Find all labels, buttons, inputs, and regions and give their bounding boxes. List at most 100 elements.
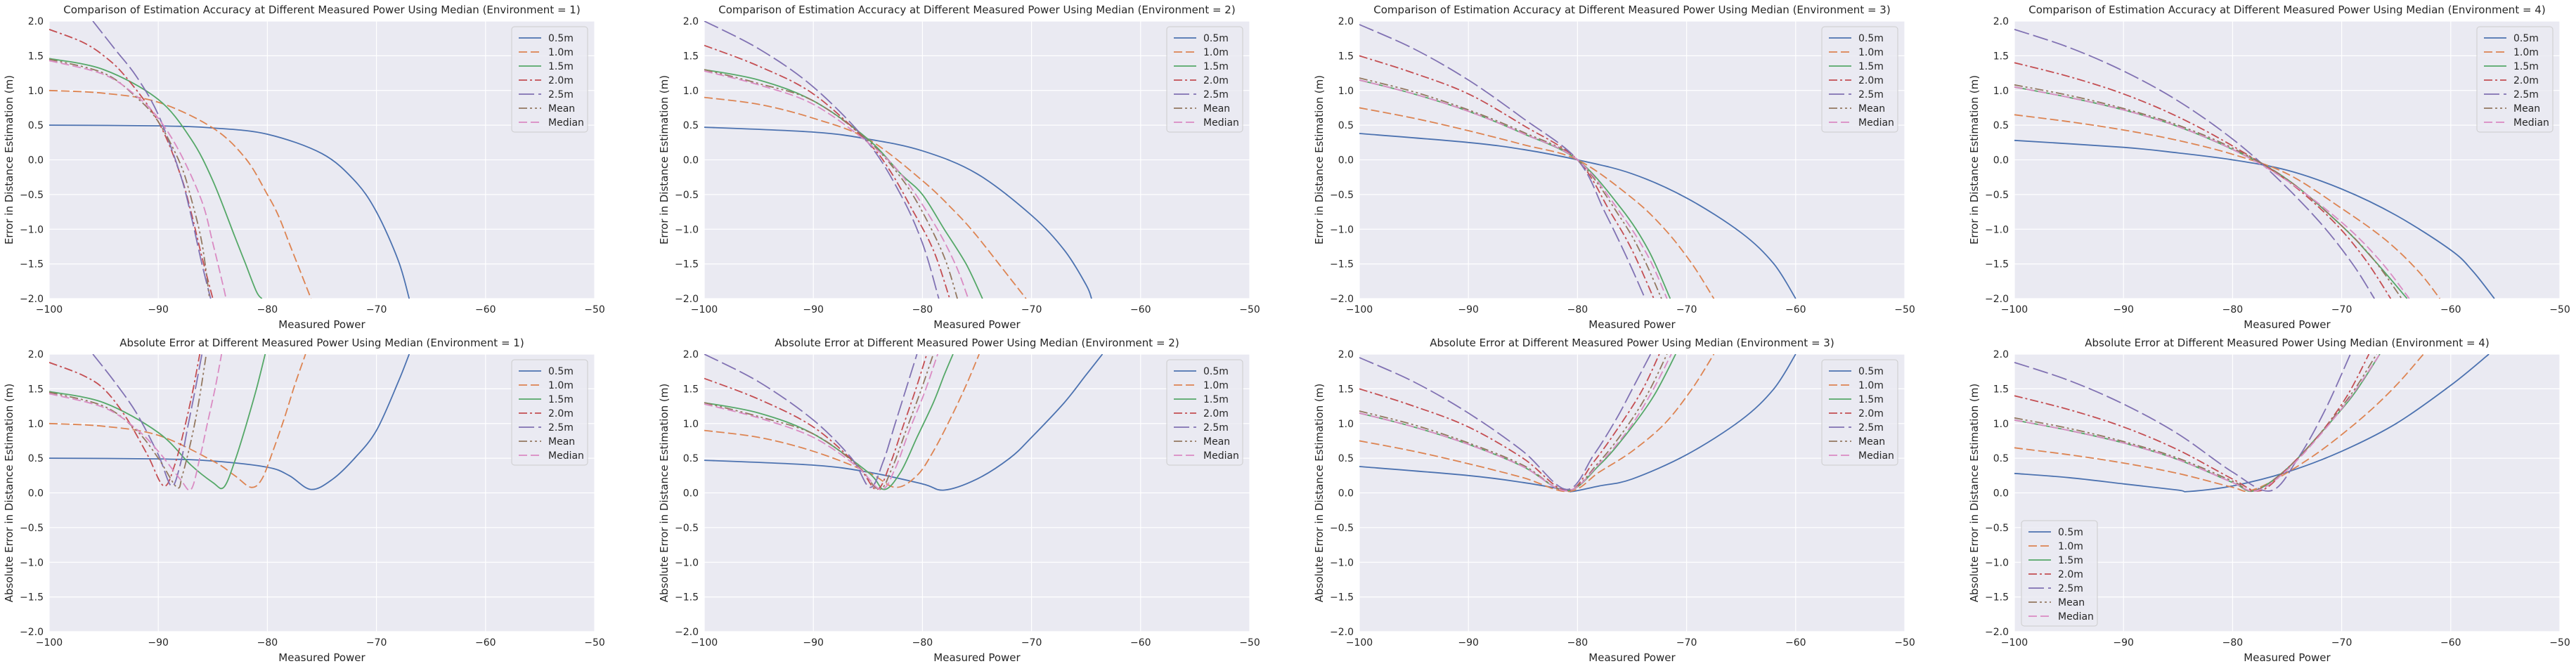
legend-entry: Mean	[1203, 436, 1230, 448]
x-tick-label: −100	[1346, 637, 1373, 649]
legend-entry: 1.0m	[2058, 541, 2083, 552]
legend-entry: 0.5m	[1858, 366, 1884, 377]
y-tick-label: 0.5	[1338, 120, 1354, 131]
legend-entry: Median	[2513, 117, 2549, 129]
y-tick-label: 2.0	[683, 16, 699, 27]
y-tick-label: −1.0	[1985, 557, 2009, 568]
series-line-median	[49, 60, 227, 299]
legend-entry: 2.5m	[2058, 583, 2083, 594]
y-tick-label: 1.0	[683, 419, 699, 430]
y-tick-label: −1.0	[1985, 224, 2009, 235]
legend-entry: Mean	[2513, 103, 2540, 115]
x-tick-label: −100	[1346, 304, 1373, 315]
y-tick-label: −1.5	[20, 592, 44, 604]
y-tick-label: −2.0	[20, 294, 44, 305]
series-line-0-5m	[49, 354, 410, 490]
y-tick-label: 2.0	[1993, 16, 2009, 27]
legend-entry: 2.5m	[1203, 89, 1229, 100]
y-tick-label: −2.0	[1985, 627, 2009, 638]
series-line-median	[1359, 354, 1672, 492]
y-tick-label: 0.0	[1338, 155, 1354, 167]
legend-entry: 1.5m	[1203, 61, 1229, 72]
legend-entry: Mean	[548, 103, 575, 115]
y-tick-label: 0.0	[28, 155, 44, 167]
legend-entry: 1.5m	[1858, 394, 1884, 405]
legend-entry: Mean	[2058, 597, 2085, 608]
subplot-6: −100 −90 −80 −70 −60 −50 −2.0 −1.5 −1.0 −0.5 0.0 0.…	[658, 337, 1260, 664]
y-tick-label: 0.0	[1993, 155, 2009, 167]
series-line-0-5m	[1359, 354, 1797, 493]
legend: 0.5m 1.0m 1.5m 2.0m 2.5m Mean Median	[511, 26, 588, 133]
y-tick-label: 0.5	[28, 453, 44, 464]
legend: 0.5m 1.0m 1.5m 2.0m 2.5m Mean Median	[2021, 520, 2098, 627]
legend-entry: 0.5m	[2058, 527, 2083, 538]
legend-entry: 0.5m	[1203, 33, 1229, 44]
legend-entry: Mean	[1858, 436, 1885, 448]
x-tick-label: −50	[2549, 637, 2570, 649]
series-line-0-5m	[704, 354, 1103, 491]
y-tick-label: −0.5	[1330, 523, 1354, 534]
series-line-1-0m	[1359, 107, 1715, 299]
legend-box	[2021, 520, 2098, 627]
series-line-2-0m	[49, 354, 201, 487]
legend-entry: Median	[1858, 450, 1894, 462]
series-group	[704, 354, 1103, 491]
series-line-2-5m	[704, 354, 918, 488]
y-tick-label: 0.0	[683, 155, 699, 167]
y-tick-label: 0.5	[1993, 453, 2009, 464]
x-axis-label: Measured Power	[1588, 318, 1676, 331]
legend-box	[511, 26, 588, 133]
y-tick-label: 0.0	[1338, 488, 1354, 500]
y-tick-label: 2.0	[1338, 16, 1354, 27]
y-tick-label: −2.0	[675, 294, 699, 305]
legend-entry: 2.5m	[1858, 422, 1884, 434]
legend-entry: 2.0m	[1858, 75, 1884, 86]
x-axis-label: Measured Power	[2244, 651, 2331, 664]
legend-entry: 1.0m	[548, 380, 574, 391]
x-tick-label: −80	[1567, 304, 1588, 315]
x-tick-label: −90	[1458, 304, 1479, 315]
legend-entry: 2.5m	[1858, 89, 1884, 100]
y-axis-label: Error in Distance Estimation (m)	[1968, 75, 1981, 245]
y-axis-label: Error in Distance Estimation (m)	[3, 75, 15, 245]
y-tick-label: −1.0	[20, 224, 44, 235]
series-line-mean	[2014, 354, 2378, 492]
x-tick-label: −50	[584, 637, 605, 649]
x-axis-label: Measured Power	[278, 651, 365, 664]
legend-entry: Mean	[1203, 103, 1230, 115]
subplot-7: −100 −90 −80 −70 −60 −50 −2.0 −1.5 −1.0 −0.5 0.0 0.…	[1313, 337, 1915, 664]
y-tick-label: 1.0	[683, 86, 699, 97]
series-line-2-5m	[1359, 354, 1652, 490]
series-group	[2014, 29, 2495, 299]
x-tick-label: −90	[2113, 637, 2134, 649]
legend-entry: 0.5m	[548, 366, 574, 377]
subplot-5: −100 −90 −80 −70 −60 −50 −2.0 −1.5 −1.0 −0.5 0.0 0.…	[3, 337, 605, 664]
legend: 0.5m 1.0m 1.5m 2.0m 2.5m Mean Median	[1821, 359, 1898, 466]
x-tick-label: −70	[1676, 637, 1697, 649]
y-tick-label: −0.5	[1330, 190, 1354, 201]
y-tick-label: −1.0	[1330, 557, 1354, 568]
chart-title: Absolute Error at Different Measured Pow…	[1430, 337, 1834, 349]
legend-box	[511, 359, 588, 466]
x-tick-label: −60	[1130, 637, 1151, 649]
y-tick-label: 0.0	[1993, 488, 2009, 500]
series-line-mean	[704, 354, 934, 490]
series-line-mean	[49, 58, 210, 299]
y-tick-label: 0.5	[683, 120, 699, 131]
series-line-2-0m	[704, 354, 928, 490]
series-line-2-5m	[92, 354, 203, 487]
x-tick-label: −60	[2440, 304, 2461, 315]
x-tick-label: −50	[2549, 304, 2570, 315]
y-axis-label: Absolute Error in Distance Estimation (m…	[1313, 384, 1326, 602]
y-tick-label: −1.0	[675, 224, 699, 235]
x-tick-label: −70	[366, 637, 387, 649]
x-tick-label: −70	[1021, 304, 1042, 315]
x-tick-label: −100	[691, 637, 718, 649]
y-tick-label: 1.5	[683, 51, 699, 62]
y-tick-label: −1.5	[675, 592, 699, 604]
legend: 0.5m 1.0m 1.5m 2.0m 2.5m Mean Median	[511, 359, 588, 466]
series-group	[49, 354, 410, 491]
y-tick-label: 1.0	[1993, 86, 2009, 97]
legend-entry: 2.0m	[548, 408, 574, 419]
legend-entry: 2.5m	[1203, 422, 1229, 434]
